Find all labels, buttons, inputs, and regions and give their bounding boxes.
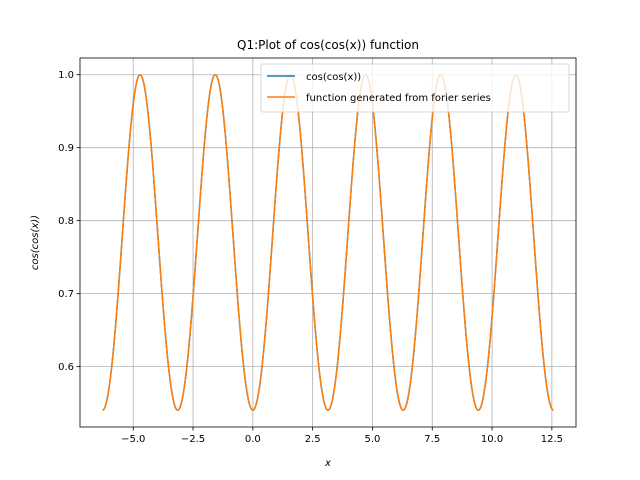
x-tick-label: 5.0 [364, 434, 380, 445]
legend: cos(cos(x)) function generated from fori… [260, 63, 570, 113]
y-tick-label: 0.6 [58, 362, 74, 373]
legend-box [260, 63, 570, 113]
y-tick-label: 0.9 [58, 143, 74, 154]
x-tick-label: 12.5 [541, 434, 563, 445]
x-tick-label: 2.5 [305, 434, 321, 445]
y-tick-label: 1.0 [58, 70, 74, 81]
x-tick-label: 0.0 [245, 434, 261, 445]
series-line-1 [102, 73, 554, 411]
y-tick-label: 0.7 [58, 289, 74, 300]
x-tick-label: −2.5 [181, 434, 205, 445]
y-axis-label: cos(cos(x)) [30, 215, 41, 270]
y-axis: 0.6 0.7 0.8 0.9 1.0 [58, 70, 80, 373]
y-tick-label: 0.8 [58, 216, 74, 227]
legend-label-cos: cos(cos(x)) [306, 72, 361, 83]
x-tick-label: 7.5 [424, 434, 440, 445]
x-axis-label: x [324, 458, 331, 469]
x-tick-label: 10.0 [481, 434, 503, 445]
legend-label-fourier: function generated from forier series [306, 93, 491, 104]
plot-frame [79, 57, 577, 428]
chart-title: Q1:Plot of cos(cos(x)) function [237, 38, 419, 52]
x-tick-label: −5.0 [121, 434, 145, 445]
x-axis: −5.0 −2.5 0.0 2.5 5.0 7.5 10.0 12.5 [121, 427, 563, 445]
series-group [102, 73, 554, 411]
